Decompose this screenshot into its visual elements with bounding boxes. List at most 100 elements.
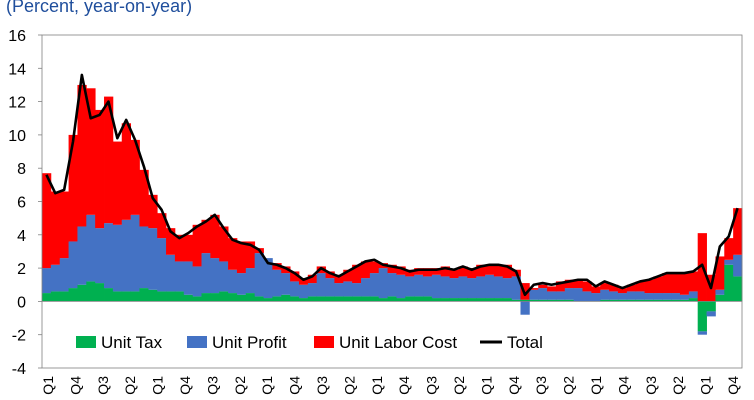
y-tick-label: 12 bbox=[8, 95, 26, 112]
bar-segment-0-75 bbox=[706, 301, 716, 312]
legend-label: Unit Tax bbox=[101, 333, 163, 352]
bar-segment-0-27 bbox=[281, 294, 291, 302]
bar-segment-1-8 bbox=[112, 224, 123, 292]
bar-segment-1-44 bbox=[431, 274, 442, 299]
bar-segment-0-42 bbox=[414, 296, 424, 302]
bar-segment-0-70 bbox=[662, 299, 672, 302]
bar-segment-1-26 bbox=[272, 269, 282, 297]
bar-segment-2-14 bbox=[166, 228, 176, 255]
bar-segment-1-41 bbox=[405, 276, 415, 297]
bar-segment-0-14 bbox=[166, 291, 176, 302]
bar-segment-0-10 bbox=[130, 291, 140, 302]
bar-segment-1-55 bbox=[529, 289, 539, 300]
bar-segment-2-32 bbox=[325, 271, 335, 279]
bar-segment-0-43 bbox=[423, 296, 433, 302]
bar-segment-1-62 bbox=[591, 293, 601, 302]
bar-segment-1-40 bbox=[396, 274, 406, 299]
bar-segment-1-1 bbox=[50, 264, 61, 292]
bar-segment-2-5 bbox=[86, 88, 96, 215]
x-tick-label: Q4 bbox=[725, 376, 741, 395]
bar-segment-0-67 bbox=[635, 299, 645, 302]
bar-segment-1-47 bbox=[458, 276, 468, 299]
bar-segment-0-25 bbox=[263, 298, 273, 302]
bar-segment-2-13 bbox=[157, 213, 167, 239]
bar-segment-1-67 bbox=[635, 291, 645, 300]
bar-segment-2-1 bbox=[50, 191, 61, 265]
bar-segment-1-6 bbox=[95, 228, 105, 284]
bar-segment-2-34 bbox=[343, 269, 353, 282]
bar-segment-2-69 bbox=[653, 276, 663, 294]
bar-segment-0-8 bbox=[112, 291, 123, 302]
bar-segment-2-21 bbox=[228, 238, 238, 270]
bar-segment-2-26 bbox=[272, 263, 282, 270]
bar-segment-1-19 bbox=[210, 258, 220, 294]
bar-segment-2-11 bbox=[139, 169, 149, 227]
bar-segment-1-10 bbox=[130, 214, 140, 292]
x-tick-label: Q1 bbox=[478, 376, 494, 395]
bar-segment-0-33 bbox=[334, 296, 344, 302]
bar-segment-0-36 bbox=[360, 296, 371, 302]
bar-segment-2-61 bbox=[582, 281, 592, 292]
bar-segment-1-65 bbox=[617, 293, 628, 300]
y-tick-label: 16 bbox=[8, 28, 26, 45]
bar-segment-2-4 bbox=[77, 84, 87, 227]
bar-segment-0-48 bbox=[467, 298, 477, 302]
bar-segment-1-70 bbox=[662, 293, 672, 300]
y-tick-label: 6 bbox=[17, 195, 26, 212]
bar-segment-0-52 bbox=[502, 298, 513, 302]
bar-segment-0-64 bbox=[609, 299, 619, 302]
bar-segment-1-28 bbox=[290, 281, 300, 297]
bar-segment-0-26 bbox=[272, 296, 282, 302]
bar-segment-2-68 bbox=[644, 279, 654, 294]
bar-segment-2-47 bbox=[458, 266, 468, 277]
bar-segment-2-42 bbox=[414, 268, 424, 275]
bar-segment-1-51 bbox=[493, 276, 504, 299]
bar-segment-1-22 bbox=[236, 273, 247, 295]
bar-segment-2-44 bbox=[431, 268, 442, 275]
bar-segment-1-64 bbox=[609, 291, 619, 300]
bar-segment-2-50 bbox=[485, 264, 495, 275]
bar-segment-0-45 bbox=[440, 298, 450, 302]
y-tick-label: 0 bbox=[17, 294, 26, 311]
bar-segment-2-45 bbox=[440, 266, 450, 277]
bar-segment-0-40 bbox=[396, 298, 406, 302]
bar-segment-1-0 bbox=[42, 268, 52, 294]
bar-segment-1-52 bbox=[502, 278, 513, 299]
bar-segment-2-16 bbox=[183, 234, 194, 262]
bar-segment-1-61 bbox=[582, 291, 592, 302]
bar-segment-2-20 bbox=[219, 226, 229, 262]
bar-segment-2-65 bbox=[617, 288, 628, 294]
bar-segment-0-39 bbox=[387, 296, 397, 302]
bar-segment-2-0 bbox=[42, 173, 52, 269]
x-tick-label: Q4 bbox=[67, 376, 83, 395]
bar-segment-0-58 bbox=[555, 299, 566, 302]
bar-segment-1-13 bbox=[157, 238, 167, 292]
bar-segment-2-67 bbox=[635, 281, 645, 292]
bar-segment-0-56 bbox=[538, 299, 548, 302]
bar-segment-1-58 bbox=[555, 291, 566, 300]
bar-segment-1-29 bbox=[298, 284, 309, 299]
bar-segment-2-31 bbox=[316, 266, 326, 274]
bar-segment-0-31 bbox=[316, 296, 326, 302]
bar-segment-2-2 bbox=[59, 191, 69, 259]
bar-segment-1-73 bbox=[688, 291, 699, 299]
bar-segment-2-57 bbox=[547, 286, 557, 292]
bar-segment-0-22 bbox=[236, 294, 247, 302]
bar-segment-1-31 bbox=[316, 273, 326, 297]
bar-segment-2-66 bbox=[626, 284, 637, 292]
bar-segment-0-35 bbox=[352, 296, 362, 302]
bar-segment-1-27 bbox=[281, 273, 291, 295]
bar-segment-2-48 bbox=[467, 268, 477, 279]
bar-segment-0-77 bbox=[724, 264, 734, 302]
bar-segment-1-46 bbox=[449, 278, 459, 299]
bar-segment-0-66 bbox=[626, 299, 637, 302]
bar-segment-1-57 bbox=[547, 291, 557, 300]
bar-segment-2-41 bbox=[405, 269, 415, 277]
x-tick-label: Q3 bbox=[643, 376, 659, 395]
bar-segment-0-21 bbox=[228, 293, 238, 302]
bar-segment-0-68 bbox=[644, 299, 654, 302]
bar-segment-1-33 bbox=[334, 283, 344, 297]
bar-segment-1-34 bbox=[343, 281, 353, 297]
bar-segment-1-32 bbox=[325, 278, 335, 297]
bar-segment-1-50 bbox=[485, 274, 495, 299]
